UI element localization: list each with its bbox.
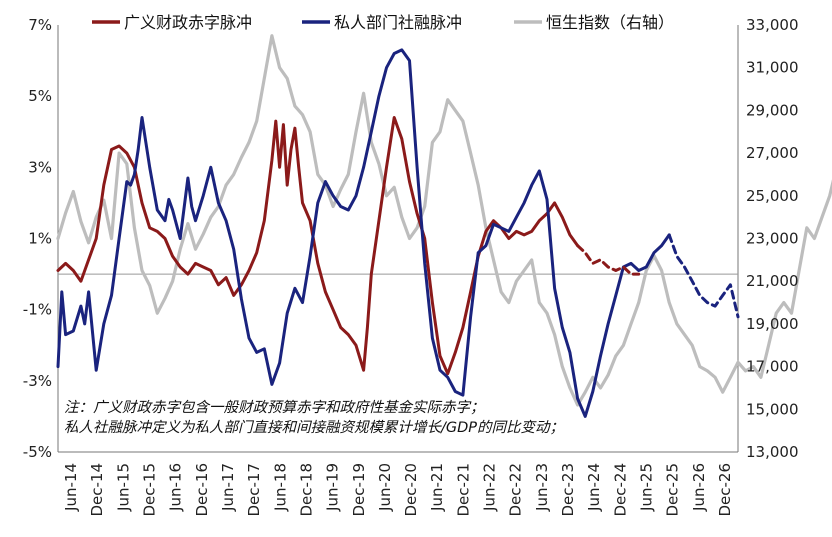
legend-label-hsi: 恒生指数（右轴） (546, 13, 674, 32)
x-tick-label: Dec-16 (193, 463, 211, 517)
x-tick-label: Jun-16 (167, 463, 185, 512)
right-tick-label: 21,000 (746, 272, 799, 290)
left-tick-label: 5% (28, 87, 52, 105)
series-line-3 (576, 244, 641, 276)
left-tick-label: -1% (23, 301, 52, 319)
right-axis-ticks: 33,000 31,000 29,000 27,000 25,000 23,000 21,0… (746, 16, 799, 461)
chart-frame (57, 25, 739, 453)
left-axis-ticks: 7% 5% 3% 1% -1% -3% -5% (23, 16, 52, 461)
legend-label-private: 私人部门社融脉冲 (334, 13, 462, 32)
series-line-2 (56, 34, 832, 407)
right-tick-label: 17,000 (746, 358, 799, 376)
legend: 广义财政赤字脉冲 私人部门社融脉冲 恒生指数（右轴） (92, 13, 674, 32)
x-axis-ticks: Jun-14 Dec-14 Jun-15 Dec-15 Jun-16 Dec-16 Jun-… (62, 463, 734, 517)
x-tick-label: Dec-21 (454, 463, 472, 517)
right-tick-label: 13,000 (746, 443, 799, 461)
x-tick-label: Dec-18 (297, 463, 315, 517)
left-tick-label: -3% (23, 372, 52, 390)
left-tick-label: 1% (28, 230, 52, 248)
right-tick-label: 23,000 (746, 230, 799, 248)
x-tick-label: Jun-20 (376, 463, 394, 512)
x-tick-label: Jun-22 (481, 463, 499, 512)
x-tick-label: Jun-26 (690, 463, 708, 512)
x-tick-label: Jun-19 (324, 463, 342, 512)
left-tick-label: 7% (28, 16, 52, 34)
x-tick-label: Dec-14 (88, 463, 106, 517)
x-tick-label: Jun-14 (62, 463, 80, 512)
x-tick-label: Jun-15 (114, 463, 132, 512)
x-tick-label: Jun-21 (428, 463, 446, 512)
note-line-1: 注：广义财政赤字包含一般财政预算赤字和政府性基金实际赤字； (64, 399, 485, 416)
x-tick-label: Dec-24 (611, 463, 629, 517)
x-tick-label: Dec-19 (350, 463, 368, 517)
x-tick-label: Jun-24 (585, 463, 603, 512)
x-tick-label: Jun-23 (533, 463, 551, 512)
right-tick-label: 25,000 (746, 187, 799, 205)
right-tick-label: 19,000 (746, 315, 799, 333)
x-tick-label: Dec-22 (507, 463, 525, 517)
x-tick-label: Dec-20 (402, 463, 420, 517)
right-tick-label: 33,000 (746, 16, 799, 34)
right-tick-label: 29,000 (746, 101, 799, 119)
x-tick-label: Dec-26 (716, 463, 734, 517)
x-tick-label: Jun-25 (637, 463, 655, 512)
note-line-2: 私人社融脉冲定义为私人部门直接和间接融资规模累计增长/GDP的同比变动； (64, 419, 564, 436)
x-tick-label: Jun-17 (219, 463, 237, 512)
series-layer (56, 34, 832, 418)
x-tick-label: Dec-17 (245, 463, 263, 517)
x-tick-label: Dec-15 (141, 463, 159, 517)
series-line-0 (56, 116, 580, 376)
legend-label-fiscal: 广义财政赤字脉冲 (124, 13, 252, 32)
x-tick-label: Dec-23 (559, 463, 577, 517)
left-tick-label: -5% (23, 443, 52, 461)
x-tick-label: Dec-25 (664, 463, 682, 517)
left-tick-label: 3% (28, 158, 52, 176)
x-tick-label: Jun-18 (271, 463, 289, 512)
right-tick-label: 27,000 (746, 144, 799, 162)
right-tick-label: 31,000 (746, 59, 799, 77)
series-line-1 (56, 48, 671, 418)
right-tick-label: 15,000 (746, 400, 799, 418)
series-line-4 (667, 233, 740, 319)
